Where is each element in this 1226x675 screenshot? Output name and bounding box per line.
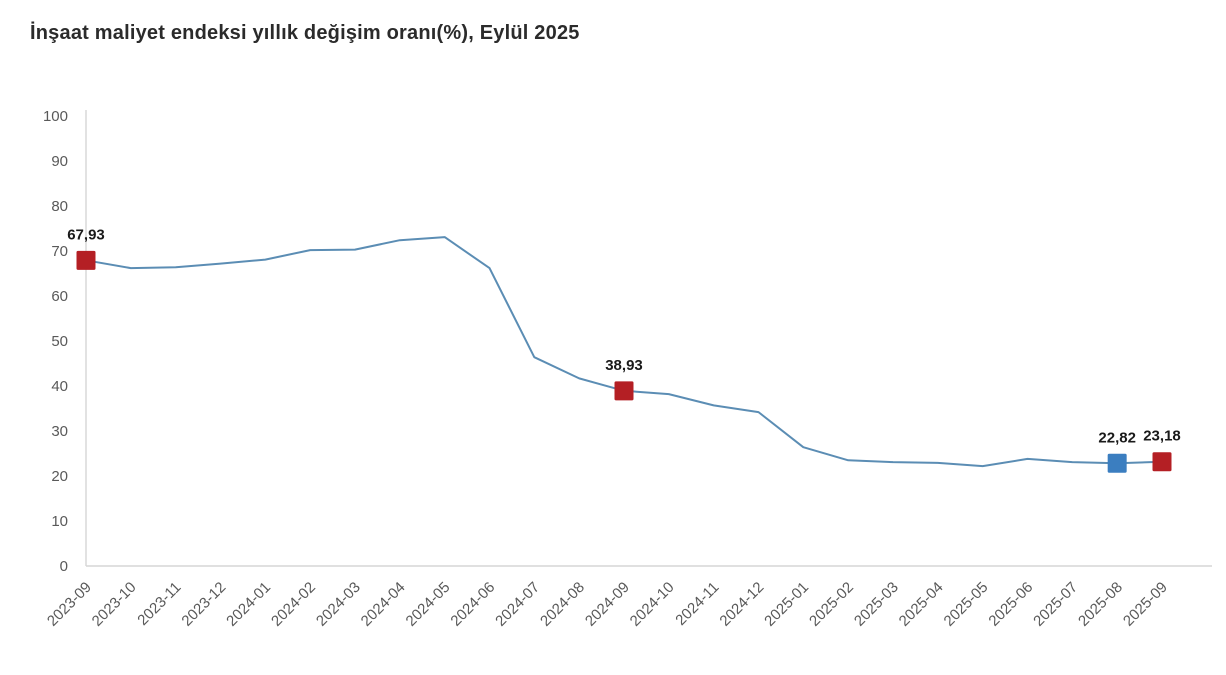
x-tick-label: 2023-12: [178, 579, 229, 630]
x-tick-label: 2023-09: [44, 579, 95, 630]
x-tick-label: 2024-12: [716, 579, 767, 630]
x-tick-label: 2024-05: [403, 579, 454, 630]
x-tick-label: 2024-10: [627, 579, 678, 630]
data-point-label: 67,93: [67, 226, 105, 243]
x-tick-label: 2025-08: [1075, 579, 1126, 630]
y-tick-label: 10: [51, 513, 68, 530]
x-tick-label: 2025-09: [1120, 579, 1171, 630]
y-tick-label: 40: [51, 378, 68, 395]
marker-square: [76, 250, 96, 270]
series-line: [85, 236, 1163, 468]
x-tick-label: 2025-07: [1030, 579, 1081, 630]
y-tick-label: 60: [51, 288, 68, 305]
x-tick-label: 2025-01: [761, 579, 812, 630]
x-tick-label: 2023-10: [89, 579, 140, 630]
marker-square: [1107, 453, 1127, 473]
x-tick-label: 2024-06: [447, 579, 498, 630]
x-tick-label: 2024-03: [313, 579, 364, 630]
y-tick-label: 100: [43, 108, 68, 125]
y-tick-label: 80: [51, 198, 68, 215]
data-point-label: 38,93: [605, 357, 643, 374]
marker-square: [1152, 452, 1172, 472]
y-tick-label: 30: [51, 423, 68, 440]
x-tick-label: 2025-05: [941, 579, 992, 630]
x-tick-label: 2025-06: [985, 579, 1036, 630]
x-tick-label: 2024-04: [358, 579, 409, 630]
marker-square: [614, 381, 634, 401]
y-tick-label: 0: [60, 558, 68, 575]
x-tick-label: 2024-09: [582, 579, 633, 630]
y-tick-label: 70: [51, 243, 68, 260]
y-tick-label: 90: [51, 153, 68, 170]
data-point-label: 23,18: [1143, 428, 1181, 445]
data-point-label: 22,82: [1098, 429, 1136, 446]
x-tick-label: 2025-04: [896, 579, 947, 630]
y-tick-label: 20: [51, 468, 68, 485]
x-tick-label: 2024-02: [268, 579, 319, 630]
x-tick-label: 2024-11: [672, 579, 722, 629]
x-tick-label: 2024-07: [492, 579, 543, 630]
chart-title: İnşaat maliyet endeksi yıllık değişim or…: [30, 22, 580, 44]
x-tick-label: 2025-03: [851, 579, 902, 630]
x-tick-label: 2023-11: [134, 579, 184, 629]
x-tick-label: 2025-02: [806, 579, 857, 630]
y-tick-label: 50: [51, 333, 68, 350]
x-tick-label: 2024-08: [537, 579, 588, 630]
x-tick-label: 2024-01: [223, 579, 274, 630]
